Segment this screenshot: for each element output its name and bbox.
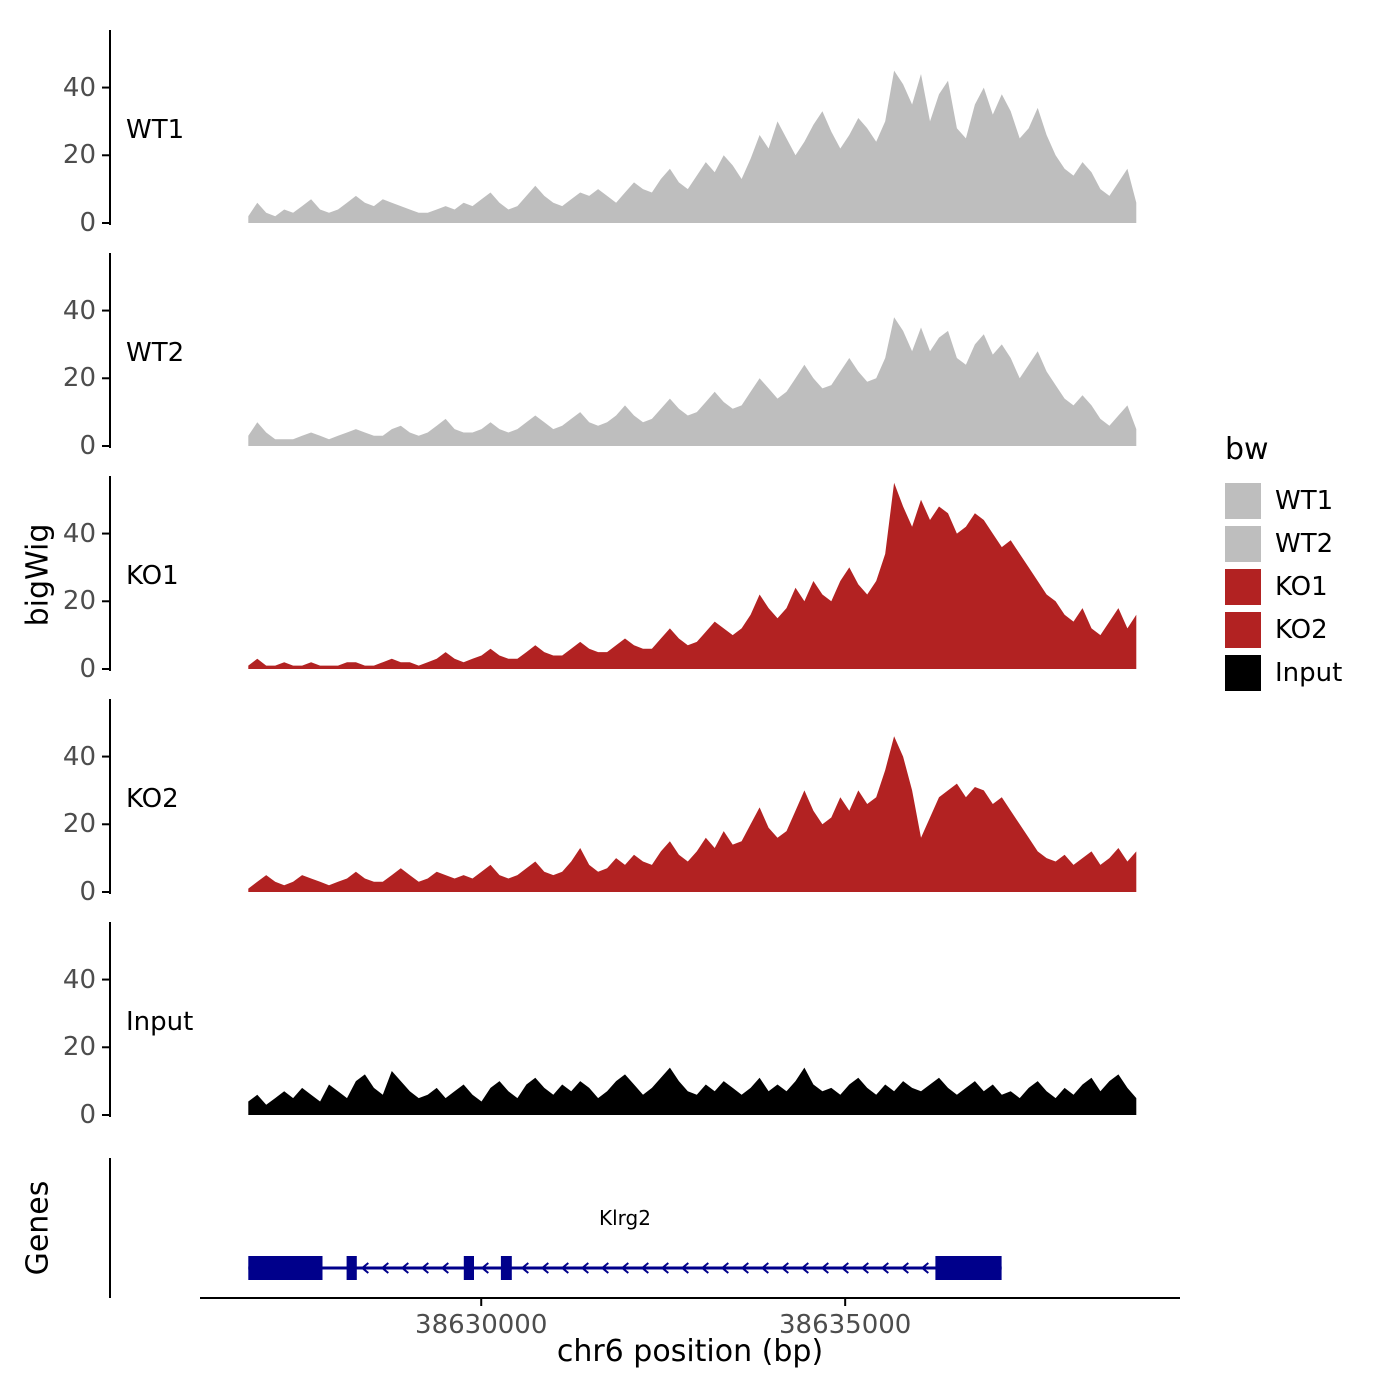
strand-arrow-left [640, 1262, 649, 1274]
track-label-input: Input [126, 1007, 194, 1037]
gene-name-label: Klrg2 [598, 1206, 651, 1230]
gene-exon [346, 1256, 357, 1280]
strand-arrow-left [860, 1262, 869, 1274]
coverage-area-ko1 [248, 482, 1137, 669]
legend: bw WT1 WT2 KO1 KO2 Input [1225, 432, 1342, 698]
strand-arrow-left [800, 1262, 809, 1274]
strand-arrow-left [680, 1262, 689, 1274]
strand-arrow-left [420, 1262, 429, 1274]
strand-arrow-left [720, 1262, 729, 1274]
y-axis-title-genes: Genes [20, 1180, 56, 1276]
strand-arrow-left [360, 1262, 369, 1274]
gene-exon [463, 1256, 474, 1280]
legend-swatch-ko2 [1225, 612, 1261, 648]
coverage-area-ko2 [248, 736, 1137, 892]
strand-arrow-left [560, 1262, 569, 1274]
legend-entry-input: Input [1225, 655, 1342, 691]
track-label-ko2: KO2 [126, 784, 179, 814]
gene-exon [248, 1256, 323, 1280]
strand-arrow-left [440, 1262, 449, 1274]
strand-arrow-left [540, 1262, 549, 1274]
track-label-wt2: WT2 [126, 338, 185, 368]
legend-label-ko2: KO2 [1275, 615, 1328, 645]
coverage-area-wt1 [248, 70, 1137, 223]
strand-arrow-left [760, 1262, 769, 1274]
legend-swatch-input [1225, 655, 1261, 691]
strand-arrow-left [840, 1262, 849, 1274]
gene-exon [935, 1256, 1002, 1280]
strand-arrow-left [920, 1262, 929, 1274]
track-label-wt1: WT1 [126, 115, 185, 145]
strand-arrow-left [700, 1262, 709, 1274]
coverage-area-wt2 [248, 317, 1137, 446]
strand-arrow-left [820, 1262, 829, 1274]
coverage-area-input [248, 1067, 1137, 1115]
strand-arrow-left [480, 1262, 489, 1274]
legend-title: bw [1225, 432, 1269, 467]
legend-label-input: Input [1275, 658, 1343, 688]
x-axis-title: chr6 position (bp) [556, 1334, 824, 1369]
legend-entry-wt1: WT1 [1225, 483, 1342, 519]
legend-entry-ko1: KO1 [1225, 569, 1342, 605]
strand-arrow-left [780, 1262, 789, 1274]
y-axis-title-bigwig: bigWig [20, 523, 56, 627]
legend-label-wt2: WT2 [1275, 529, 1334, 559]
legend-swatch-wt2 [1225, 526, 1261, 562]
strand-arrow-left [620, 1262, 629, 1274]
strand-arrow-left [880, 1262, 889, 1274]
legend-swatch-ko1 [1225, 569, 1261, 605]
strand-arrow-left [580, 1262, 589, 1274]
legend-label-wt1: WT1 [1275, 486, 1334, 516]
legend-label-ko1: KO1 [1275, 572, 1328, 602]
strand-arrow-left [400, 1262, 409, 1274]
strand-arrow-left [740, 1262, 749, 1274]
legend-swatch-wt1 [1225, 483, 1261, 519]
strand-arrow-left [660, 1262, 669, 1274]
legend-entry-wt2: WT2 [1225, 526, 1342, 562]
legend-entry-ko2: KO2 [1225, 612, 1342, 648]
strand-arrow-left [600, 1262, 609, 1274]
strand-arrow-left [520, 1262, 529, 1274]
strand-arrow-left [900, 1262, 909, 1274]
gene-exon [500, 1256, 512, 1280]
strand-arrow-left [380, 1262, 389, 1274]
track-label-ko1: KO1 [126, 561, 179, 591]
